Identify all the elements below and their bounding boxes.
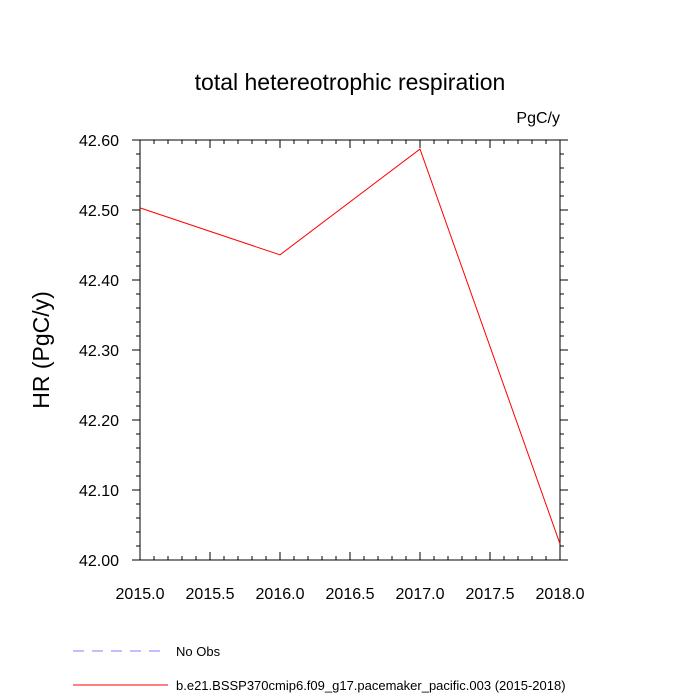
y-tick-label: 42.40 — [79, 273, 119, 290]
y-tick-label: 42.60 — [79, 133, 119, 150]
legend-label-1: b.e21.BSSP370cmip6.f09_g17.pacemaker_pac… — [176, 678, 566, 693]
legend: No Obs b.e21.BSSP370cmip6.f09_g17.pacemak… — [73, 644, 566, 693]
x-tick-label: 2015.0 — [116, 586, 165, 603]
chart-title: total hetereotrophic respiration — [195, 69, 506, 95]
axis-ticks — [132, 139, 568, 561]
y-tick-label: 42.20 — [79, 413, 119, 430]
y-axis-label: HR (PgC/y) — [28, 291, 54, 409]
tick-labels: 2015.0 2015.5 2016.0 2016.5 2017.0 2017.5 2018… — [79, 133, 585, 603]
units-label: PgC/y — [516, 110, 560, 127]
y-tick-label: 42.10 — [79, 483, 119, 500]
series-line — [139, 148, 561, 545]
y-tick-label: 42.50 — [79, 203, 119, 220]
x-tick-label: 2015.5 — [186, 586, 235, 603]
x-tick-label: 2017.5 — [466, 586, 515, 603]
x-tick-label: 2016.0 — [256, 586, 305, 603]
legend-label-0: No Obs — [176, 644, 221, 659]
x-tick-label: 2018.0 — [536, 586, 585, 603]
x-tick-label: 2016.5 — [326, 586, 375, 603]
data-series — [139, 148, 561, 545]
x-tick-label: 2017.0 — [396, 586, 445, 603]
plot-frame — [139, 139, 561, 561]
y-tick-label: 42.00 — [79, 553, 119, 570]
y-tick-label: 42.30 — [79, 343, 119, 360]
